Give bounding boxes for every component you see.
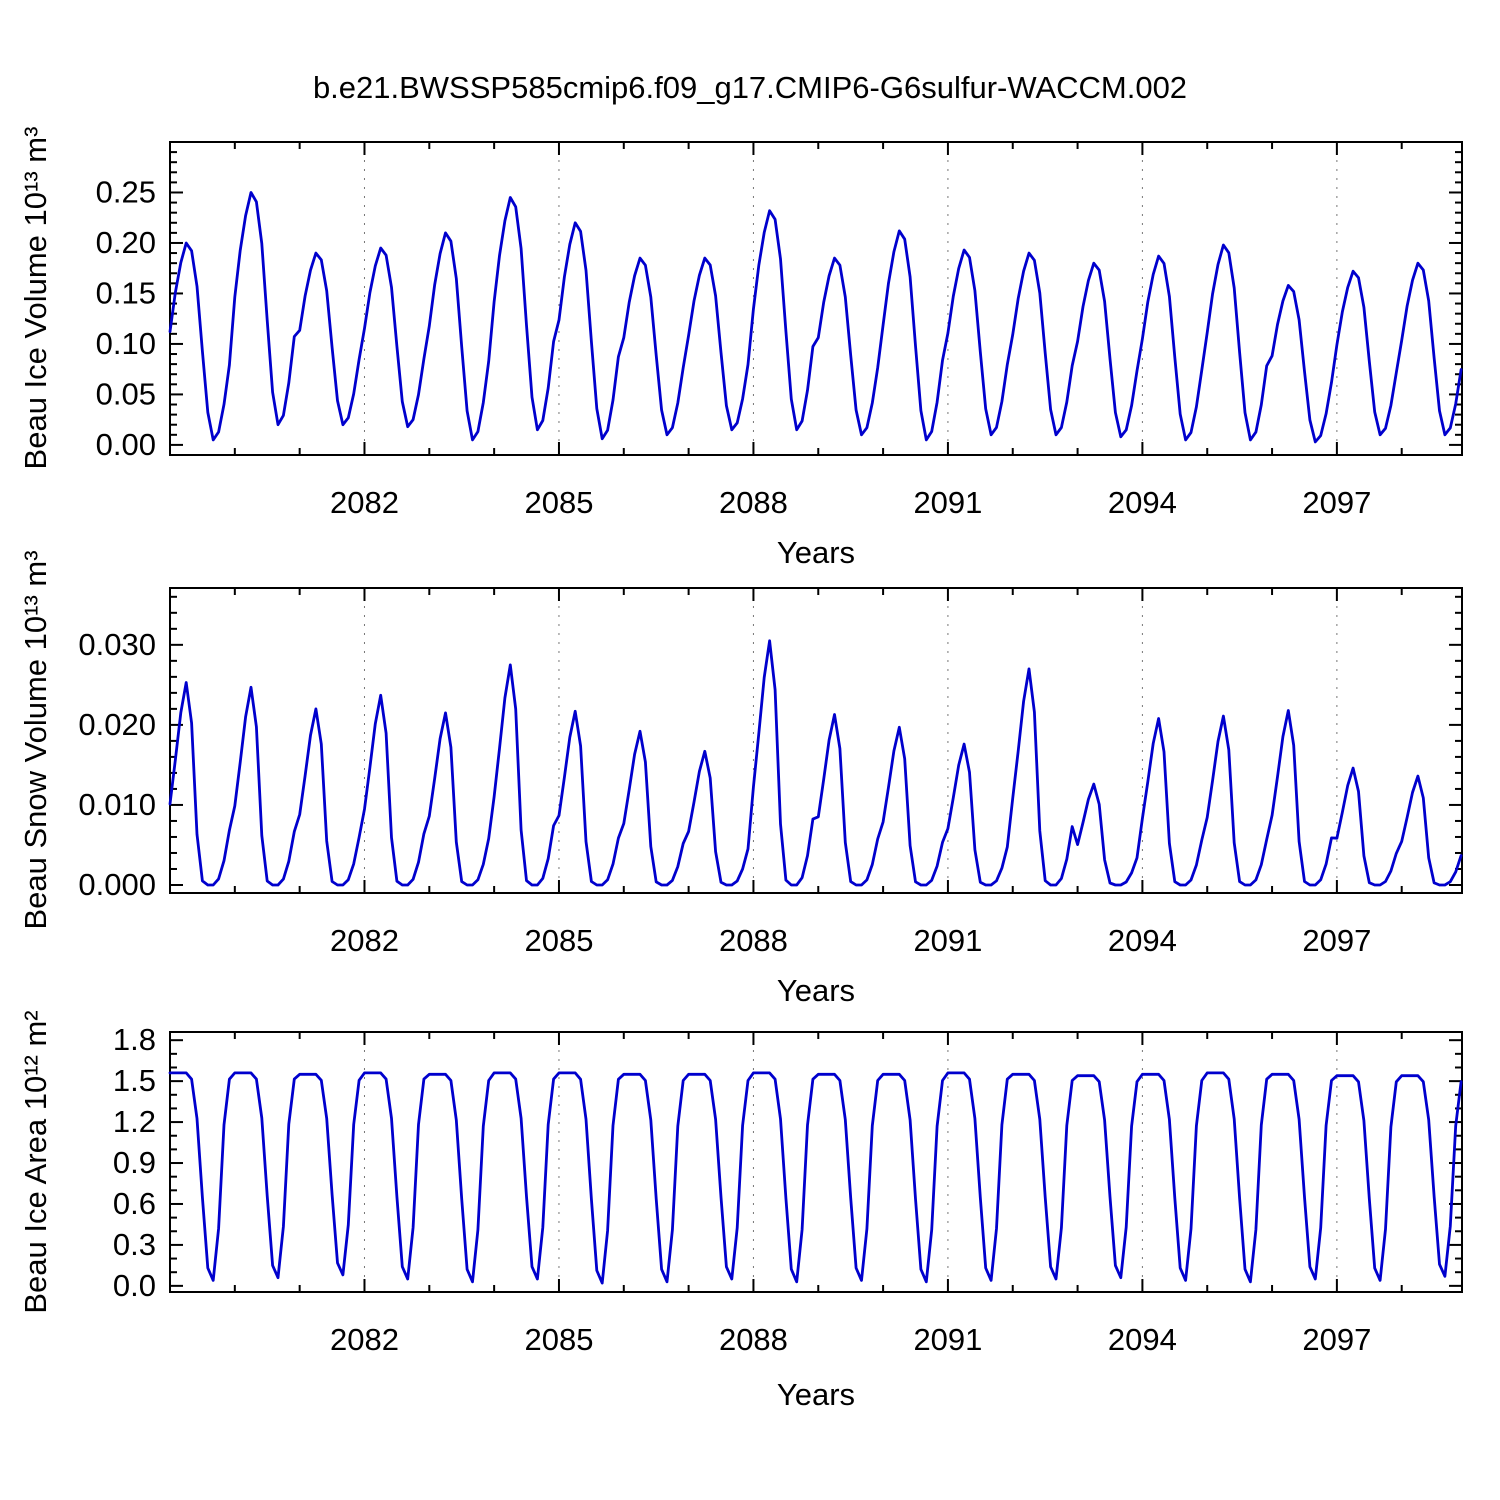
svg-text:0.3: 0.3 [113, 1227, 156, 1262]
svg-text:0.020: 0.020 [78, 707, 156, 742]
svg-text:2088: 2088 [719, 1322, 788, 1357]
svg-text:2085: 2085 [524, 1322, 593, 1357]
series-line-beau-ice-area [168, 1071, 1463, 1285]
svg-text:0.15: 0.15 [96, 275, 156, 310]
svg-text:0.010: 0.010 [78, 787, 156, 822]
x-axis-label-ice-volume: Years [776, 535, 856, 570]
svg-text:0.0: 0.0 [113, 1268, 156, 1303]
svg-text:2082: 2082 [330, 1322, 399, 1357]
series-line-beau-snow-volume [168, 639, 1463, 887]
svg-text:2091: 2091 [913, 923, 982, 958]
svg-text:2091: 2091 [913, 1322, 982, 1357]
svg-text:2085: 2085 [524, 923, 593, 958]
svg-text:0.25: 0.25 [96, 174, 156, 209]
svg-text:2094: 2094 [1108, 485, 1177, 520]
svg-text:0.00: 0.00 [96, 427, 156, 462]
svg-text:0.000: 0.000 [78, 867, 156, 902]
svg-text:1.8: 1.8 [113, 1022, 156, 1057]
svg-text:2088: 2088 [719, 923, 788, 958]
svg-text:2097: 2097 [1302, 1322, 1371, 1357]
panel-ice-area: 2082 2085 2088 2091 2094 2097 0.0 0.3 0.6 0.9 1.2 1… [113, 1022, 1463, 1357]
svg-text:2082: 2082 [330, 923, 399, 958]
svg-text:0.6: 0.6 [113, 1186, 156, 1221]
svg-text:2094: 2094 [1108, 923, 1177, 958]
panel-snow-volume: 2082 2085 2088 2091 2094 2097 0.000 0.010 0.020 0… [78, 587, 1463, 958]
svg-text:2091: 2091 [913, 485, 982, 520]
svg-text:1.5: 1.5 [113, 1063, 156, 1098]
svg-text:0.20: 0.20 [96, 225, 156, 260]
svg-text:0.9: 0.9 [113, 1145, 156, 1180]
svg-text:0.030: 0.030 [78, 627, 156, 662]
svg-text:2082: 2082 [330, 485, 399, 520]
x-axis-label-snow-volume: Years [776, 973, 856, 1008]
svg-text:2085: 2085 [524, 485, 593, 520]
panel-ice-volume: 2082 2085 2088 2091 2094 2097 0.00 0.05 0.10 0.15… [96, 141, 1463, 520]
svg-text:2097: 2097 [1302, 923, 1371, 958]
svg-text:2097: 2097 [1302, 485, 1371, 520]
svg-text:0.10: 0.10 [96, 326, 156, 361]
series-line-beau-ice-volume [168, 191, 1463, 444]
svg-text:2088: 2088 [719, 485, 788, 520]
svg-text:1.2: 1.2 [113, 1104, 156, 1139]
chart-title: b.e21.BWSSP585cmip6.f09_g17.CMIP6-G6sulf… [312, 70, 1188, 105]
svg-text:0.05: 0.05 [96, 376, 156, 411]
x-axis-label-ice-area: Years [776, 1377, 856, 1412]
svg-text:2094: 2094 [1108, 1322, 1177, 1357]
